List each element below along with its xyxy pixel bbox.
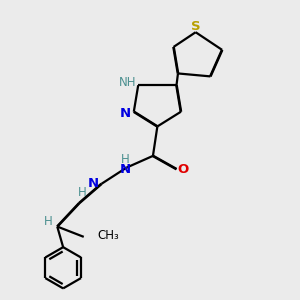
- Text: N: N: [119, 163, 130, 176]
- Text: H: H: [121, 153, 129, 166]
- Text: H: H: [44, 215, 52, 228]
- Text: NH: NH: [119, 76, 137, 89]
- Text: N: N: [120, 107, 131, 120]
- Text: S: S: [191, 20, 200, 33]
- Text: N: N: [88, 177, 99, 190]
- Text: H: H: [78, 186, 87, 199]
- Text: CH₃: CH₃: [97, 229, 119, 242]
- Text: O: O: [177, 163, 189, 176]
